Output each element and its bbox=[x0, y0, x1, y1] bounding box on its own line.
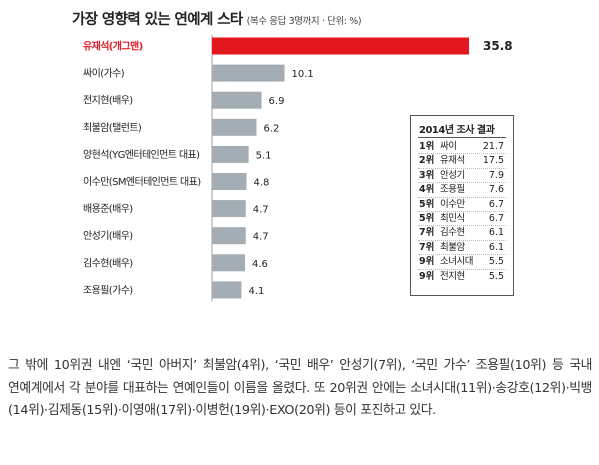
table-row: 9위 전지현 5.5 bbox=[418, 270, 506, 283]
survey-2014-rows: 1위 싸이 21.7 2위 유재석 17.5 3위 안성기 7.9 4위 조용필 7.6 5위 이수만 6.… bbox=[418, 140, 506, 283]
name-cell: 전지현 bbox=[440, 270, 465, 282]
bar bbox=[212, 145, 249, 163]
rank-cell: 9위 bbox=[419, 256, 435, 268]
table-row: 3위 안성기 7.9 bbox=[418, 169, 506, 184]
rank-cell: 3위 bbox=[419, 169, 435, 181]
value-cell: 7.9 bbox=[488, 169, 504, 181]
table-row: 9위 소녀시대 5.5 bbox=[418, 255, 506, 270]
rank-cell: 5위 bbox=[419, 198, 435, 210]
data-label: 6.2 bbox=[264, 123, 280, 134]
value-cell: 6.1 bbox=[488, 227, 504, 239]
data-label: 35.8 bbox=[483, 39, 513, 53]
name-cell: 조용필 bbox=[440, 184, 465, 196]
survey-2014-table: 2014년 조사 결과 1위 싸이 21.7 2위 유재석 17.5 3위 안성기 7.9 4위 조… bbox=[410, 115, 514, 296]
value-cell: 6.7 bbox=[488, 212, 504, 224]
value-cell: 17.5 bbox=[482, 155, 504, 167]
value-cell: 7.6 bbox=[488, 184, 504, 196]
name-cell: 최불암 bbox=[440, 241, 465, 253]
name-cell: 안성기 bbox=[440, 169, 465, 181]
data-label: 4.7 bbox=[253, 205, 269, 216]
data-label: 4.8 bbox=[253, 178, 269, 189]
rank-cell: 1위 bbox=[419, 141, 435, 152]
bar bbox=[212, 227, 246, 245]
bar bbox=[212, 281, 242, 299]
name-cell: 소녀시대 bbox=[440, 256, 473, 268]
category-label: 안성기(배우) bbox=[83, 230, 133, 242]
bar bbox=[212, 254, 246, 272]
divider bbox=[418, 137, 506, 138]
category-label: 양현석(YG엔터테인먼트 대표) bbox=[83, 149, 200, 161]
bar bbox=[212, 37, 470, 55]
name-cell: 이수만 bbox=[440, 198, 465, 210]
category-label: 배용준(배우) bbox=[83, 203, 133, 215]
bar bbox=[212, 173, 247, 190]
chart-subtitle: (복수 응답 3명까지 · 단위: %) bbox=[246, 16, 362, 27]
data-label: 10.1 bbox=[292, 69, 314, 80]
table-row: 4위 조용필 7.6 bbox=[418, 183, 506, 198]
bar-chart: 유재석(개그맨) 35.8 싸이(가수) 10.1 전지현(배우) 6.9 최불암(탤런트)… bbox=[83, 34, 513, 302]
category-label: 최불암(탤런트) bbox=[83, 122, 142, 134]
table-row: 2위 유재석 17.5 bbox=[418, 154, 506, 169]
chart-title-block: 가장 영향력 있는 연예계 스타 (복수 응답 3명까지 · 단위: %) bbox=[72, 8, 362, 29]
data-label: 4.1 bbox=[248, 286, 264, 297]
value-cell: 21.7 bbox=[482, 141, 504, 152]
bar bbox=[212, 200, 246, 218]
value-cell: 6.1 bbox=[488, 241, 504, 253]
value-cell: 5.5 bbox=[488, 256, 504, 268]
data-label: 5.1 bbox=[256, 150, 272, 161]
name-cell: 유재석 bbox=[440, 155, 465, 167]
category-label: 싸이(가수) bbox=[83, 68, 125, 80]
table-row: 7위 최불암 6.1 bbox=[418, 241, 506, 256]
category-label: 조용필(가수) bbox=[83, 284, 133, 296]
category-label: 유재석(개그맨) bbox=[83, 40, 143, 53]
value-cell: 5.5 bbox=[488, 270, 504, 282]
rank-cell: 5위 bbox=[419, 212, 435, 224]
bar bbox=[212, 64, 285, 82]
data-label: 6.9 bbox=[269, 96, 285, 107]
rank-cell: 9위 bbox=[419, 270, 435, 282]
value-cell: 6.7 bbox=[488, 198, 504, 210]
data-label: 4.7 bbox=[253, 232, 269, 243]
rank-cell: 2위 bbox=[419, 155, 435, 167]
rank-cell: 7위 bbox=[419, 241, 435, 253]
name-cell: 김수현 bbox=[440, 227, 465, 239]
data-label: 4.6 bbox=[252, 259, 268, 270]
table-row: 7위 김수현 6.1 bbox=[418, 226, 506, 241]
bar bbox=[212, 118, 257, 136]
table-row: 1위 싸이 21.7 bbox=[418, 140, 506, 155]
article-paragraph: 그 밖에 10위권 내엔 ‘국민 아버지’ 최불암(4위), ‘국민 배우’ 안… bbox=[8, 358, 592, 419]
category-label: 김수현(배우) bbox=[83, 257, 133, 269]
table-row: 5위 최민식 6.7 bbox=[418, 212, 506, 227]
chart-title: 가장 영향력 있는 연예계 스타 bbox=[72, 12, 243, 28]
name-cell: 최민식 bbox=[440, 212, 465, 224]
rank-cell: 7위 bbox=[419, 227, 435, 239]
table-row: 5위 이수만 6.7 bbox=[418, 198, 506, 212]
category-label: 이수만(SM엔터테인먼트 대표) bbox=[83, 176, 201, 188]
rank-cell: 4위 bbox=[419, 184, 435, 196]
bar bbox=[212, 91, 262, 109]
survey-2014-title: 2014년 조사 결과 bbox=[419, 125, 495, 136]
category-label: 전지현(배우) bbox=[83, 95, 133, 107]
name-cell: 싸이 bbox=[440, 141, 457, 152]
